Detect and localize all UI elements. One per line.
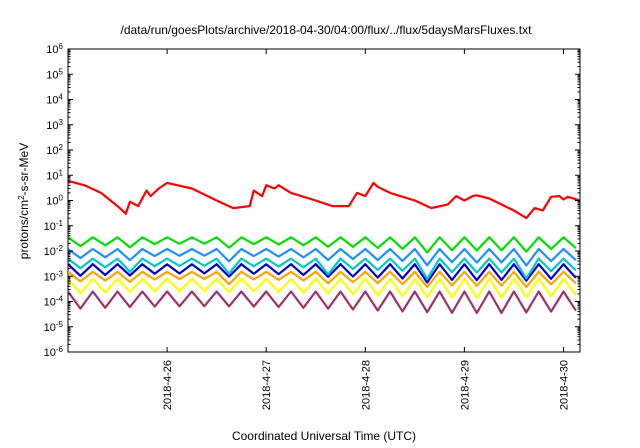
y-axis-label-suffix: -s-sr-MeV	[17, 143, 31, 196]
series-line	[68, 257, 577, 280]
series-line	[68, 263, 577, 284]
y-tick-label: 106	[46, 42, 63, 57]
y-axis-label: protons/cm2-s-sr-MeV	[17, 143, 32, 259]
x-tick-label: 2018-4-26	[162, 360, 174, 410]
series-line	[68, 236, 577, 254]
series-line	[68, 277, 577, 299]
y-tick-label: 104	[46, 92, 63, 107]
y-axis-label-prefix: protons/cm	[17, 200, 31, 259]
x-tick-label: 2018-4-29	[459, 360, 471, 410]
x-axis: 2018-4-26 2018-4-27 2018-4-28 2018-4-29 2018…	[162, 49, 570, 410]
chart-title: /data/run/goesPlots/archive/2018-04-30/0…	[121, 23, 533, 37]
y-tick-label: 10-5	[44, 319, 64, 334]
x-axis-label: Coordinated Universal Time (UTC)	[232, 429, 416, 443]
x-tick-label: 2018-4-28	[360, 360, 372, 410]
series-line	[68, 290, 577, 315]
x-tick-label: 2018-4-27	[261, 360, 273, 410]
series-line	[68, 179, 580, 220]
plot-frame	[67, 48, 581, 353]
series-layer	[68, 179, 580, 315]
y-tick-label: 103	[46, 117, 63, 132]
y-tick-label: 10-2	[44, 244, 64, 259]
y-tick-label: 10-3	[44, 269, 64, 284]
y-tick-label: 101	[46, 168, 63, 183]
y-axis-label-superscript: 2	[17, 195, 26, 200]
y-tick-label: 10-6	[44, 345, 64, 360]
x-tick-label: 2018-4-30	[558, 360, 570, 410]
series-line	[68, 247, 577, 267]
y-tick-label: 102	[46, 143, 63, 158]
y-tick-label: 105	[46, 67, 63, 82]
series-line	[68, 270, 577, 289]
y-tick-label: 10-1	[44, 218, 64, 233]
y-axis: 10-6 10-5 10-4 10-3 10-2 10-1 100 101 102 103 104 1…	[44, 42, 580, 360]
y-tick-label: 100	[46, 193, 63, 208]
y-tick-label: 10-4	[44, 294, 64, 309]
